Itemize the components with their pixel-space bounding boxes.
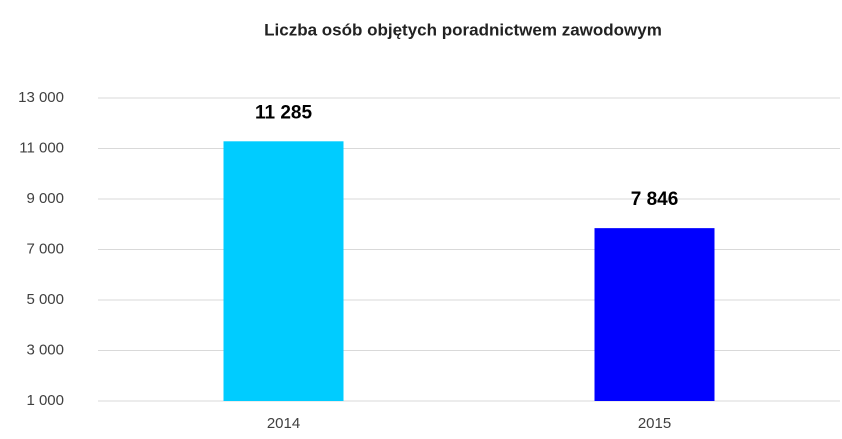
y-tick-label: 5 000 [26,291,64,308]
value-label: 7 846 [631,189,679,210]
y-tick-label: 11 000 [19,139,64,156]
x-tick-label: 2015 [638,415,671,432]
chart-title: Liczba osób objętych poradnictwem zawodo… [264,20,662,39]
y-tick-label: 3 000 [26,341,64,358]
y-tick-label: 1 000 [26,392,64,409]
y-tick-label: 7 000 [26,240,64,257]
y-tick-label: 9 000 [26,190,64,207]
bar [223,141,344,401]
y-tick-label: 13 000 [18,89,64,106]
bar [594,228,715,401]
value-label: 11 285 [255,102,312,123]
x-tick-label: 2014 [267,415,300,432]
